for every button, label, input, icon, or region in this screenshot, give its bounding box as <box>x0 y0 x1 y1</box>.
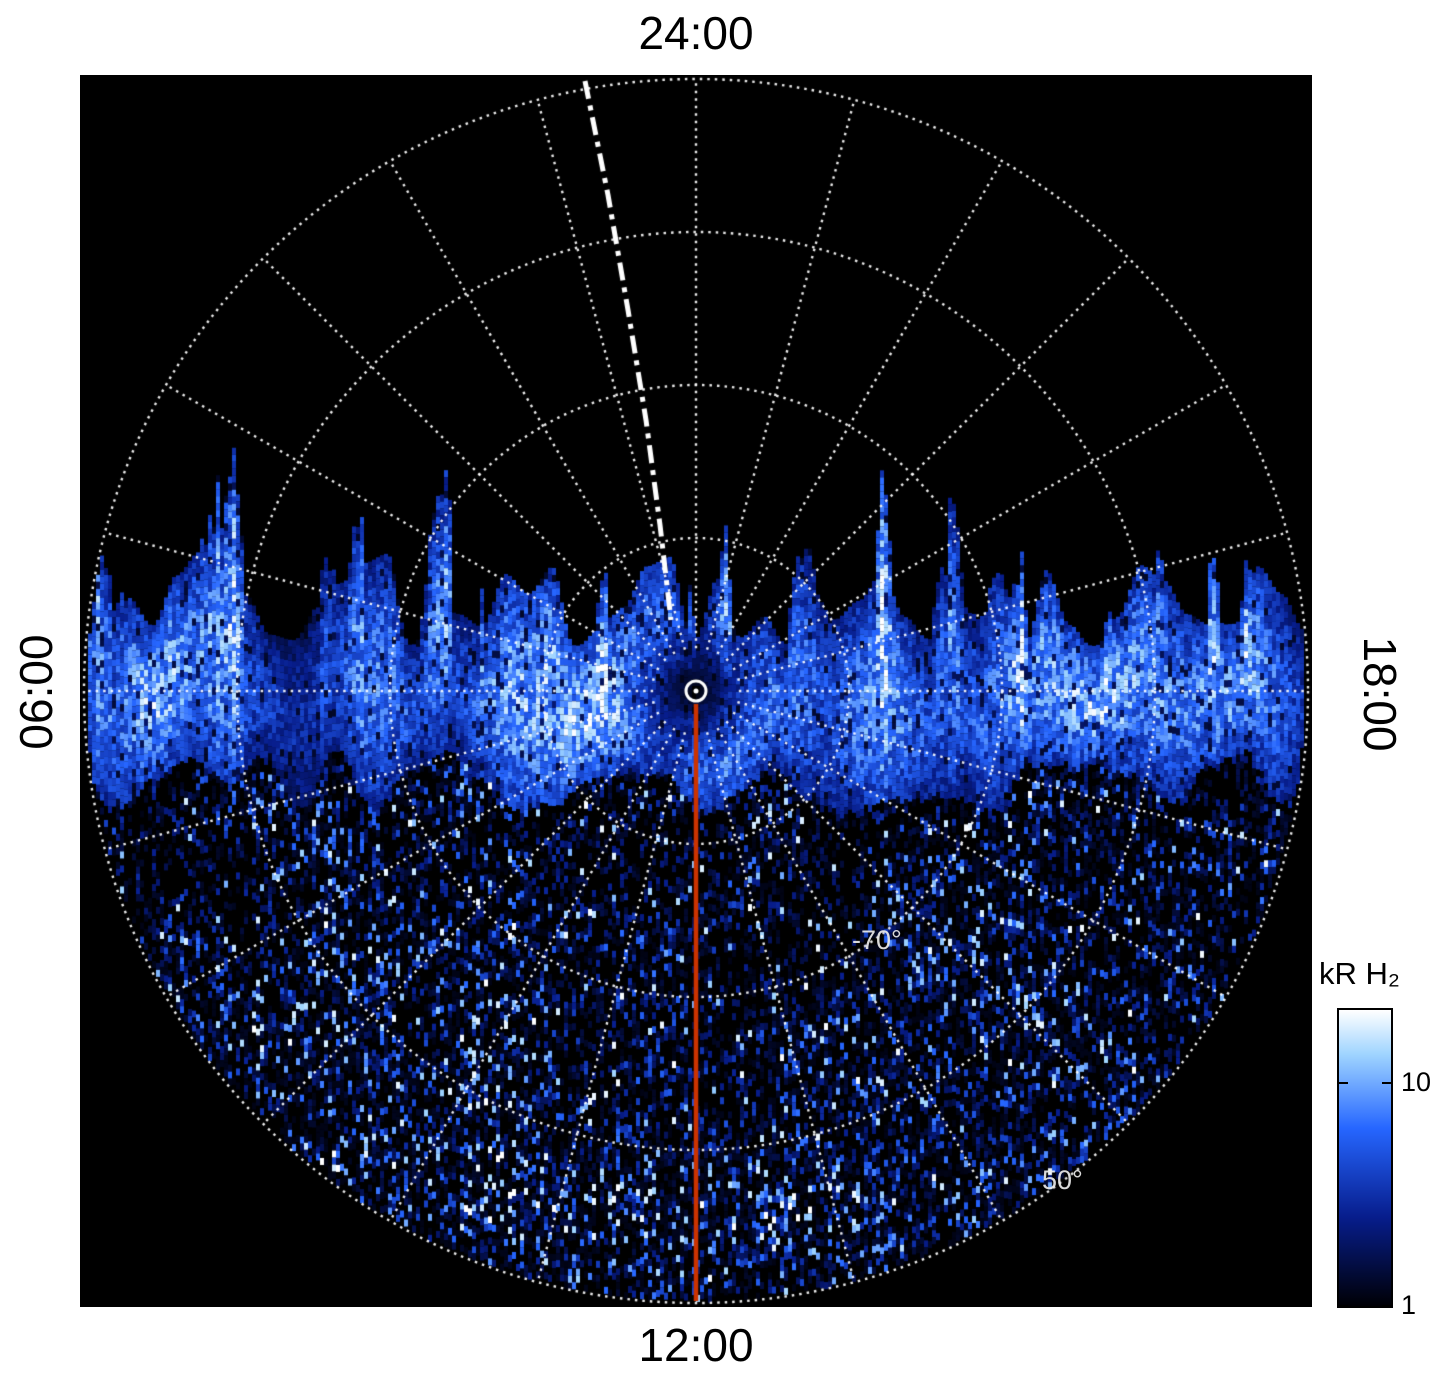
colorbar-tickmark <box>1339 1081 1348 1084</box>
time-label-1200: 12:00 <box>638 1319 754 1371</box>
plot-area: -70° 50° <box>80 75 1312 1307</box>
colorbar: kR H₂ 10 1 <box>1319 956 1431 1319</box>
colorbar-tickmark <box>1382 1305 1391 1307</box>
colorbar-label: kR H₂ <box>1319 956 1400 991</box>
colorbar-tick-label: 1 <box>1401 1290 1417 1320</box>
time-label-1800: 18:00 <box>1354 636 1406 752</box>
heatmap-canvas <box>80 75 1312 1307</box>
colorbar-tickmark <box>1339 1305 1348 1307</box>
colorbar-gradient <box>1337 1008 1393 1308</box>
colorbar-tickmark <box>1382 1081 1391 1084</box>
time-label-2400: 24:00 <box>638 7 754 59</box>
colorbar-tick-label: 10 <box>1401 1066 1432 1097</box>
time-label-0600: 06:00 <box>10 634 62 750</box>
latitude-ring-label-50: 50° <box>1042 1165 1083 1195</box>
latitude-ring-label-minus70: -70° <box>852 925 902 955</box>
